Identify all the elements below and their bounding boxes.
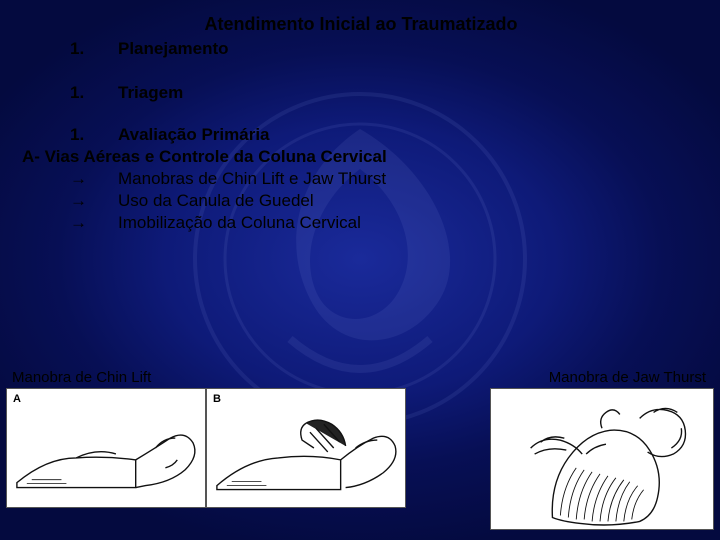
- section-a-line: A- Vias Aéreas e Controle da Coluna Cerv…: [22, 147, 692, 167]
- panel-a-label: A: [13, 393, 21, 405]
- slide-title: Atendimento Inicial ao Traumatizado: [30, 14, 692, 35]
- arrow-icon: →: [70, 213, 118, 233]
- arrow-icon: →: [70, 191, 118, 211]
- item-3-num: 1.: [70, 125, 118, 145]
- item-2-label: Triagem: [118, 83, 183, 103]
- figure-left-caption: Manobra de Chin Lift: [6, 369, 408, 386]
- bullet-2: → Uso da Canula de Guedel: [70, 191, 692, 211]
- slide: Atendimento Inicial ao Traumatizado 1. P…: [0, 0, 720, 540]
- item-1-label: Planejamento: [118, 39, 229, 59]
- figure-right: Manobra de Jaw Thurst: [414, 369, 714, 530]
- bullet-2-label: Uso da Canula de Guedel: [118, 191, 314, 211]
- figure-panel-c: [490, 388, 714, 530]
- item-2-num: 1.: [70, 83, 118, 103]
- jaw-thrust-sketch: [491, 388, 713, 530]
- figure-panel-a: A: [6, 388, 206, 508]
- section-a: A- Vias Aéreas e Controle da Coluna Cerv…: [22, 147, 387, 167]
- item-3: 1. Avaliação Primária: [70, 125, 692, 145]
- item-2: 1. Triagem: [70, 83, 692, 103]
- item-1-num: 1.: [70, 39, 118, 59]
- arrow-icon: →: [70, 169, 118, 189]
- figures-row: Manobra de Chin Lift A: [6, 369, 714, 530]
- figure-left: Manobra de Chin Lift A: [6, 369, 408, 508]
- figure-panel-b: B: [206, 388, 406, 508]
- bullet-1: → Manobras de Chin Lift e Jaw Thurst: [70, 169, 692, 189]
- item-1: 1. Planejamento: [70, 39, 692, 59]
- chin-lift-sketch-b: [207, 388, 405, 508]
- bullet-1-label: Manobras de Chin Lift e Jaw Thurst: [118, 169, 386, 189]
- bullet-3: → Imobilização da Coluna Cervical: [70, 213, 692, 233]
- panel-b-label: B: [213, 393, 221, 405]
- item-3-label: Avaliação Primária: [118, 125, 270, 145]
- bullet-3-label: Imobilização da Coluna Cervical: [118, 213, 361, 233]
- figure-right-caption: Manobra de Jaw Thurst: [414, 369, 714, 386]
- content: Atendimento Inicial ao Traumatizado 1. P…: [70, 14, 692, 233]
- chin-lift-sketch-a: [7, 388, 205, 508]
